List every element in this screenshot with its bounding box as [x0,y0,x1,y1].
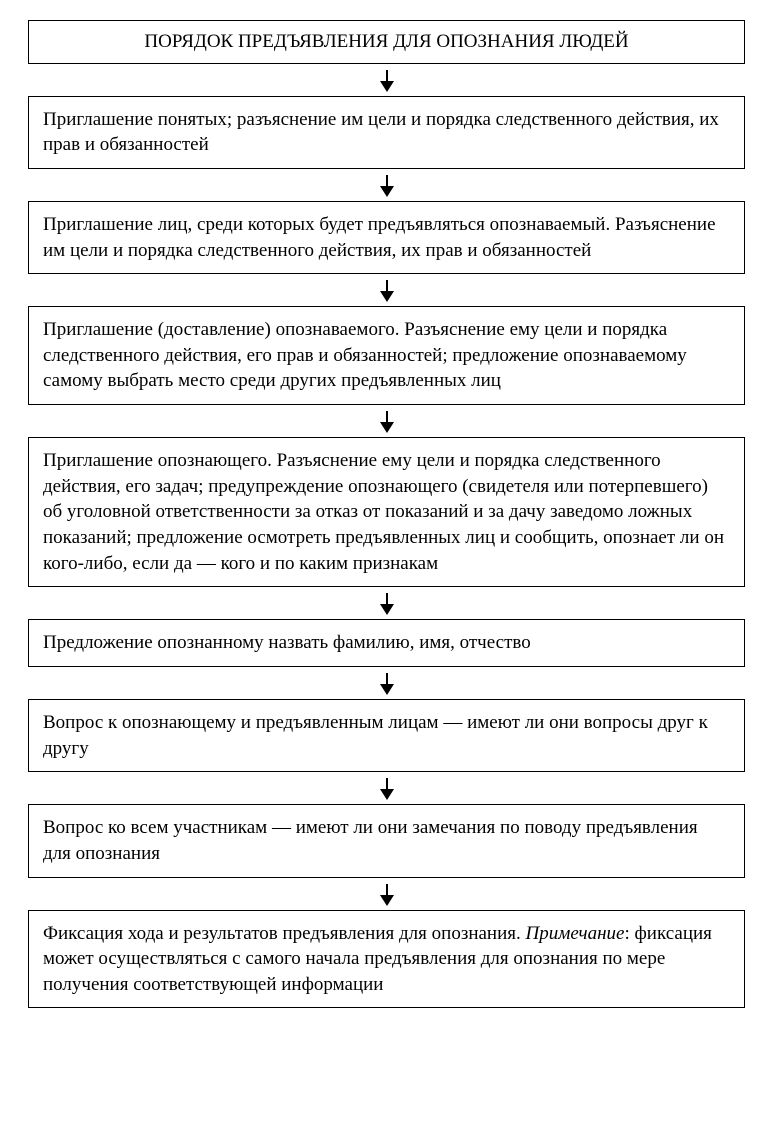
flowchart-title: ПОРЯДОК ПРЕДЪЯВЛЕНИЯ ДЛЯ ОПОЗНАНИЯ ЛЮДЕЙ [144,31,628,52]
arrow [28,169,745,201]
step-text: Вопрос к опознающему и предъявленным лиц… [43,712,708,759]
arrow [28,667,745,699]
arrow [28,64,745,96]
step-text: Приглашение (доставление) опознаваемого.… [43,319,687,391]
flowchart-step: Фиксация хода и результатов предъявления… [28,910,745,1009]
arrow [28,772,745,804]
flowchart-title-box: ПОРЯДОК ПРЕДЪЯВЛЕНИЯ ДЛЯ ОПОЗНАНИЯ ЛЮДЕЙ [28,20,745,64]
step-text: Предложение опознанному назвать фамилию,… [43,632,531,653]
flowchart-step: Предложение опознанному назвать фамилию,… [28,619,745,667]
flowchart-container: ПОРЯДОК ПРЕДЪЯВЛЕНИЯ ДЛЯ ОПОЗНАНИЯ ЛЮДЕЙ… [28,20,745,1008]
step-text: Вопрос ко всем участникам — имеют ли они… [43,817,698,864]
step-text: Приглашение понятых; разъяснение им цели… [43,109,719,156]
flowchart-step: Приглашение (доставление) опознаваемого.… [28,306,745,405]
step-text: Приглашение лиц, среди которых будет пре… [43,214,716,261]
arrow [28,405,745,437]
step-text-prefix: Фиксация хода и результатов предъявления… [43,923,526,944]
flowchart-step: Вопрос ко всем участникам — имеют ли они… [28,804,745,877]
step-note-label: Примечание [526,923,625,944]
flowchart-step: Приглашение лиц, среди которых будет пре… [28,201,745,274]
flowchart-step: Вопрос к опознающему и предъявленным лиц… [28,699,745,772]
arrow [28,274,745,306]
step-text: Приглашение опознающего. Разъяснение ему… [43,450,724,574]
arrow [28,587,745,619]
arrow [28,878,745,910]
flowchart-step: Приглашение понятых; разъяснение им цели… [28,96,745,169]
flowchart-step: Приглашение опознающего. Разъяснение ему… [28,437,745,587]
